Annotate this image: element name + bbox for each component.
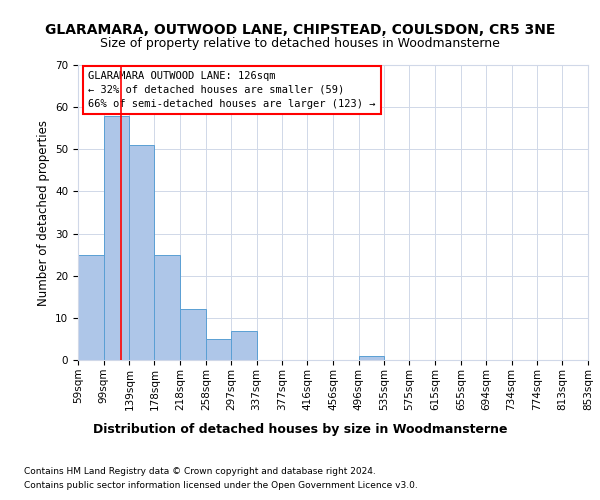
Bar bbox=[180, 310, 206, 360]
Bar bbox=[154, 254, 180, 360]
Text: Contains public sector information licensed under the Open Government Licence v3: Contains public sector information licen… bbox=[24, 481, 418, 490]
Bar bbox=[206, 339, 231, 360]
Bar bbox=[359, 356, 384, 360]
Bar bbox=[130, 145, 154, 360]
Y-axis label: Number of detached properties: Number of detached properties bbox=[37, 120, 50, 306]
Text: Size of property relative to detached houses in Woodmansterne: Size of property relative to detached ho… bbox=[100, 38, 500, 51]
Text: Contains HM Land Registry data © Crown copyright and database right 2024.: Contains HM Land Registry data © Crown c… bbox=[24, 468, 376, 476]
Bar bbox=[231, 330, 257, 360]
Bar bbox=[78, 254, 104, 360]
Text: GLARAMARA, OUTWOOD LANE, CHIPSTEAD, COULSDON, CR5 3NE: GLARAMARA, OUTWOOD LANE, CHIPSTEAD, COUL… bbox=[45, 22, 555, 36]
Text: GLARAMARA OUTWOOD LANE: 126sqm
← 32% of detached houses are smaller (59)
66% of : GLARAMARA OUTWOOD LANE: 126sqm ← 32% of … bbox=[88, 71, 376, 109]
Bar bbox=[104, 116, 130, 360]
Text: Distribution of detached houses by size in Woodmansterne: Distribution of detached houses by size … bbox=[93, 422, 507, 436]
